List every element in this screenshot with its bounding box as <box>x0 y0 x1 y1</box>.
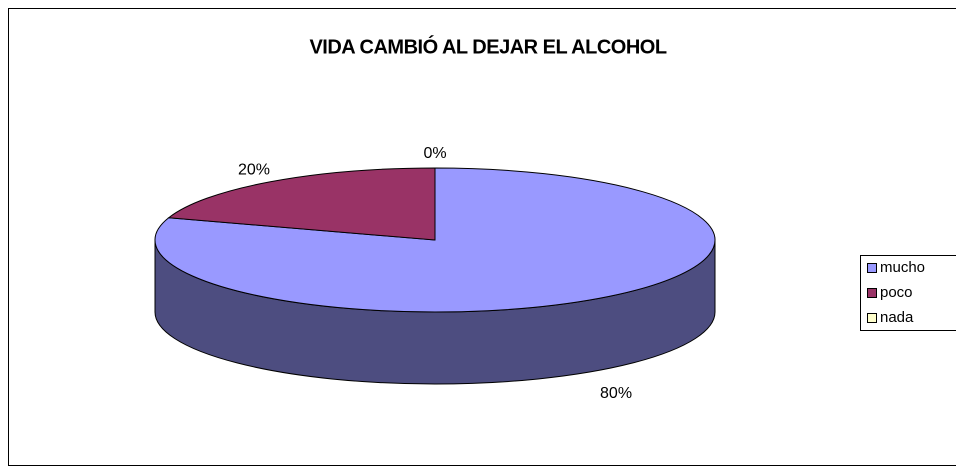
legend-label: mucho <box>880 259 925 276</box>
legend-swatch <box>867 313 877 323</box>
data-label: 20% <box>238 161 270 178</box>
legend-swatch <box>867 263 877 273</box>
slice <box>167 167 436 241</box>
data-label: 80% <box>600 385 632 402</box>
legend-label: poco <box>880 284 913 301</box>
chart-title: VIDA CAMBIÓ AL DEJAR EL ALCOHOL <box>309 34 666 58</box>
pie: 80% 20% 0% <box>154 145 716 402</box>
data-label: 0% <box>423 145 446 162</box>
legend-swatch <box>867 288 877 298</box>
legend: mucho poco nada <box>860 255 956 331</box>
legend-label: nada <box>880 309 914 326</box>
